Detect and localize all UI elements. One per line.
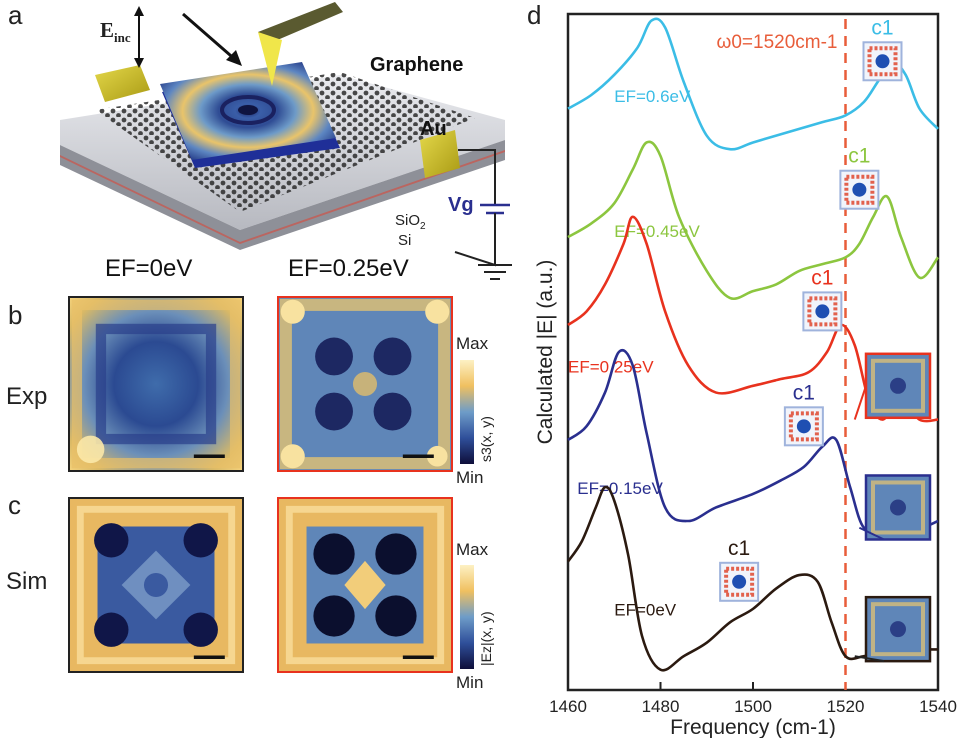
col-title-ef025: EF=0.25eV [288, 255, 409, 282]
series-label: EF=0.15eV [577, 479, 663, 498]
mode-inset-center [815, 304, 830, 319]
panel-label-a: a [8, 0, 23, 30]
c1-label: c1 [871, 16, 893, 39]
exp-map-ef0 [68, 296, 244, 472]
au-contact [420, 130, 460, 178]
mode-inset-ring [807, 296, 838, 327]
afm-tip [258, 32, 282, 86]
exp-inset-center [890, 621, 906, 638]
exp-inset-edge [871, 480, 925, 535]
colorbar-sim [460, 565, 474, 669]
x-tick-label: 1460 [549, 697, 587, 716]
mode-inset-center [732, 574, 747, 589]
e-inc-label: Einc [100, 18, 131, 46]
sim-map-ef0 [68, 497, 244, 673]
row-label-exp: Exp [6, 383, 48, 410]
circuit-wire [458, 149, 496, 205]
mode-inset-ring [724, 566, 755, 597]
exp-inset-center [890, 377, 906, 394]
sim-map-ef025 [277, 497, 453, 673]
left-gold-contact [95, 65, 150, 102]
afm-cantilever [258, 2, 343, 44]
y-axis-label: Calculated |E| (a.u.) [534, 260, 557, 445]
sio2-label: SiO2 [395, 212, 426, 232]
colorbar-exp-max: Max [456, 334, 489, 353]
au-label: Au [420, 118, 447, 140]
c1-label: c1 [728, 537, 750, 560]
mode-inset-center [852, 182, 867, 197]
incident-beam [182, 12, 239, 64]
c1-label: c1 [811, 266, 833, 289]
exp-inset-center [890, 499, 906, 516]
device-schematic [60, 2, 512, 280]
inset-arrow [854, 655, 885, 663]
inset-arrow [853, 385, 867, 420]
panel-label-d: d [527, 0, 542, 30]
mode-inset-ring [867, 46, 898, 77]
vg-label: Vg [448, 194, 474, 216]
x-tick-label: 1540 [919, 697, 957, 716]
series-line [567, 215, 939, 423]
colorbar-sim-max: Max [456, 540, 489, 559]
mode-inset-ring [788, 411, 819, 442]
graphene-label: Graphene [370, 54, 464, 76]
colorbar-exp-min: Min [456, 468, 484, 487]
x-tick-label: 1500 [734, 697, 772, 716]
series-line [567, 140, 940, 300]
panel-label-b: b [8, 300, 23, 330]
panel-label-c: c [8, 490, 21, 520]
exp-map-ef025 [277, 296, 453, 472]
c1-label: c1 [848, 145, 870, 168]
omega0-annotation: ω0=1520cm-1 [717, 32, 838, 53]
exp-inset-edge [871, 602, 925, 657]
colorbar-exp [460, 360, 474, 464]
c1-label: c1 [793, 381, 815, 404]
si-label: Si [398, 232, 412, 249]
inset-arrow [858, 526, 885, 541]
colorbar-sim-min: Min [456, 673, 484, 692]
exp-inset-edge [871, 358, 925, 413]
series-label: EF=0.6eV [614, 87, 691, 106]
series-label: EF=0.45eV [614, 222, 700, 241]
mode-inset-ring [844, 174, 875, 205]
series-label: EF=0eV [614, 601, 677, 620]
x-tick-label: 1480 [642, 697, 680, 716]
x-axis-label: Frequency (cm-1) [670, 716, 836, 738]
mode-inset-center [875, 54, 890, 69]
mode-inset-center [796, 419, 811, 434]
row-label-sim: Sim [6, 568, 48, 595]
series-line [566, 485, 939, 672]
col-title-ef0: EF=0eV [105, 255, 193, 282]
x-tick-label: 1520 [827, 697, 865, 716]
